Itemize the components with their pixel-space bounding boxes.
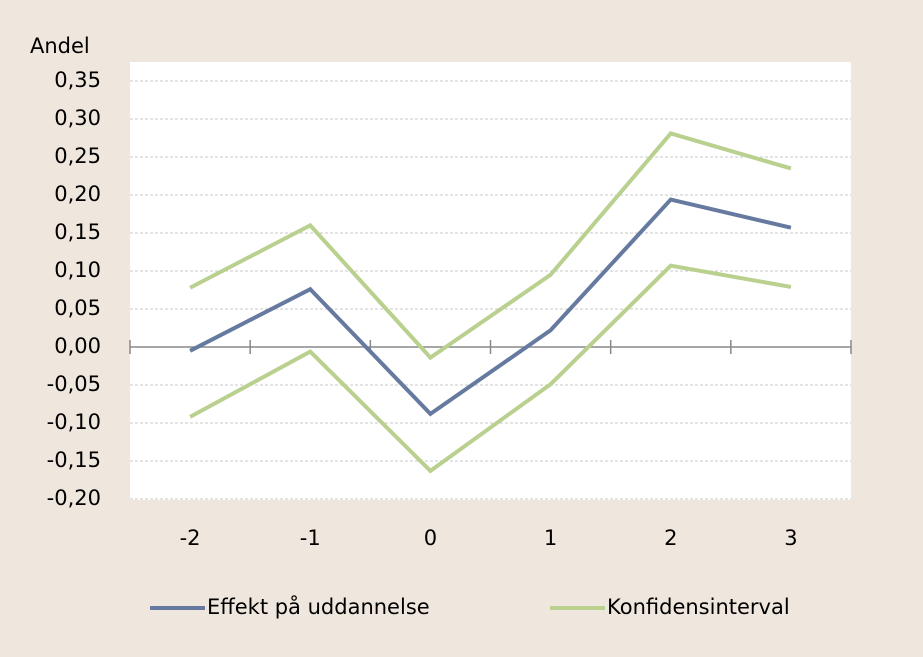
y-axis-label: Andel xyxy=(30,34,90,58)
x-tick-label: 1 xyxy=(544,526,557,550)
y-tick-label: 0,25 xyxy=(54,144,101,168)
y-tick-label: -0,20 xyxy=(47,486,101,510)
x-tick-label: -1 xyxy=(300,526,321,550)
y-tick-label: 0,05 xyxy=(54,296,101,320)
series-line xyxy=(189,263,792,474)
y-tick-label: 0,00 xyxy=(54,334,101,358)
y-tick-label: -0,10 xyxy=(47,410,101,434)
y-tick-label: -0,05 xyxy=(47,372,101,396)
x-tick-label: -2 xyxy=(180,526,201,550)
y-tick-label: -0,15 xyxy=(47,448,101,472)
x-tick-label: 2 xyxy=(664,526,677,550)
legend-label: Konfidensinterval xyxy=(607,595,790,619)
series-line xyxy=(189,197,792,417)
x-tick-label: 3 xyxy=(784,526,797,550)
y-tick-label: 0,35 xyxy=(54,68,101,92)
x-tick-label: 0 xyxy=(424,526,437,550)
legend-label: Effekt på uddannelse xyxy=(207,594,430,619)
plot-area xyxy=(130,62,851,500)
y-tick-label: 0,30 xyxy=(54,106,101,130)
y-tick-label: 0,10 xyxy=(54,258,101,282)
series-line xyxy=(189,131,792,361)
y-tick-label: 0,20 xyxy=(54,182,101,206)
y-tick-label: 0,15 xyxy=(54,220,101,244)
